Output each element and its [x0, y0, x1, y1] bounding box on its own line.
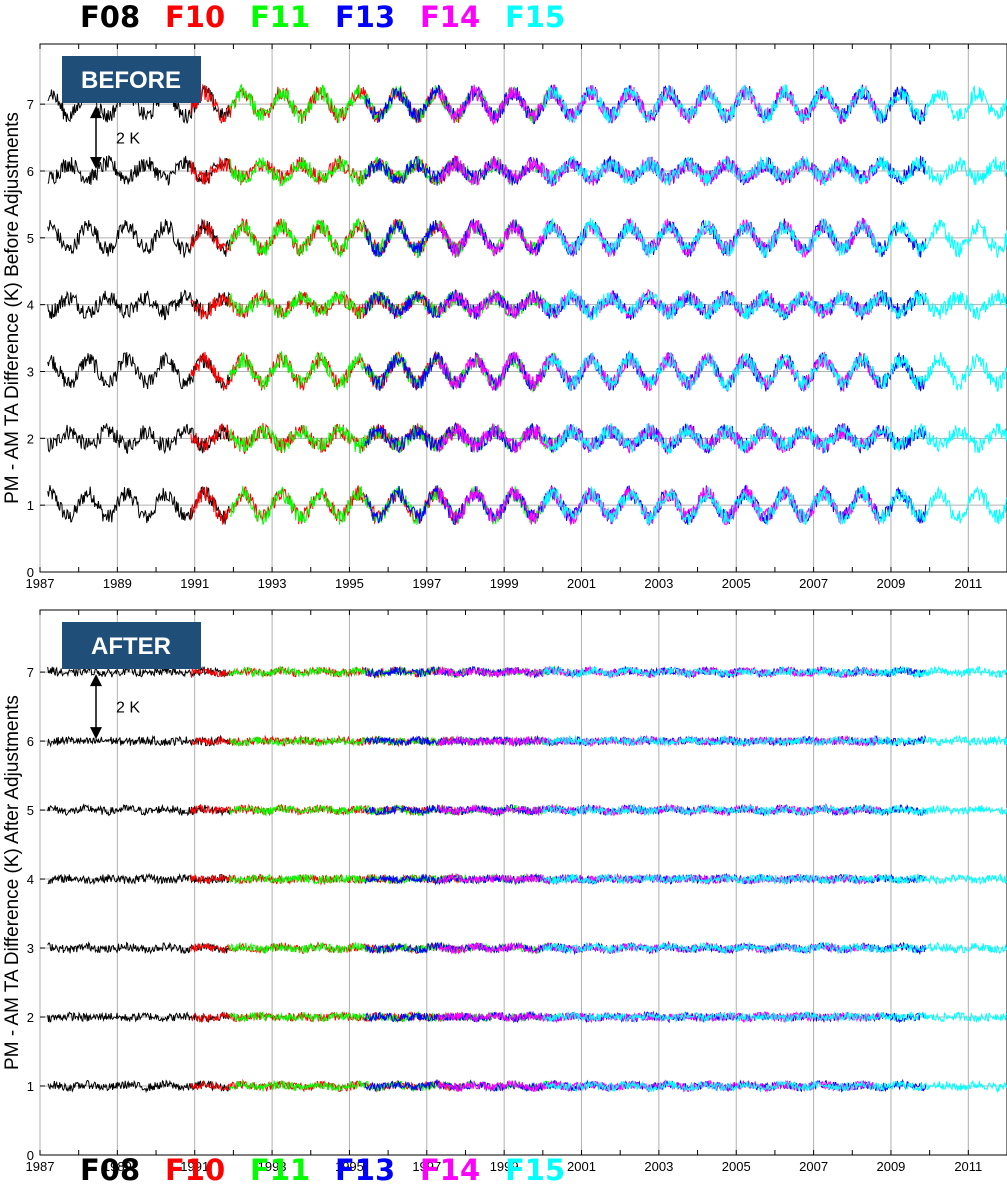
panel-after: 1987 1989 1991 1993 1995 1997 1999 2001 2003 2005… — [2, 610, 1007, 1174]
x-tick-label: 2003 — [644, 1159, 673, 1174]
x-tick-label: 1991 — [180, 576, 209, 591]
y-tick-label: 7 — [27, 97, 34, 112]
x-tick-label: 2003 — [644, 576, 673, 591]
x-tick-label: 2009 — [876, 1159, 905, 1174]
panel-badge-text: AFTER — [91, 633, 171, 660]
x-tick-label: 2007 — [799, 1159, 828, 1174]
x-tick-label: 2005 — [722, 576, 751, 591]
legend-item: F15 — [505, 1153, 590, 1193]
y-tick-label: 5 — [27, 231, 34, 246]
y-tick-label: 7 — [27, 665, 34, 680]
x-tick-label: 2011 — [954, 576, 982, 591]
y-tick-label: 1 — [27, 1079, 34, 1094]
y-tick-label: 3 — [27, 364, 34, 379]
x-tick-label: 2005 — [722, 1159, 751, 1174]
legend-item: F08 — [80, 1153, 165, 1193]
y-tick-label: 6 — [27, 164, 34, 179]
x-tick-label: 2009 — [876, 576, 905, 591]
y-tick-label: 2 — [27, 1010, 34, 1025]
y-tick-label: 3 — [27, 941, 34, 956]
legend-item: F14 — [420, 1153, 505, 1193]
panel-before: 1987 1989 1991 1993 1995 1997 1999 2001 2003 2005… — [2, 44, 1007, 591]
y-tick-label: 5 — [27, 803, 34, 818]
y-axis-label: PM - AM TA Difference (K) Before Adjustm… — [2, 112, 23, 504]
panel-badge-text: BEFORE — [81, 67, 181, 94]
x-tick-label: 1989 — [103, 576, 132, 591]
legend-bottom: F08 F10 F11 F13 F14 F15 — [80, 1153, 590, 1193]
legend-item: F13 — [335, 1153, 420, 1193]
x-tick-label: 1993 — [258, 576, 287, 591]
y-tick-label: 0 — [27, 565, 34, 580]
x-tick-label: 1995 — [335, 576, 364, 591]
y-tick-label: 0 — [27, 1148, 34, 1163]
y-tick-label: 4 — [27, 298, 34, 313]
legend-item: F11 — [250, 1153, 335, 1193]
scale-label: 2 K — [116, 131, 140, 148]
x-tick-label: 1999 — [490, 576, 519, 591]
y-tick-label: 4 — [27, 872, 34, 887]
y-tick-label: 2 — [27, 431, 34, 446]
x-tick-label: 1997 — [412, 576, 441, 591]
y-tick-label: 6 — [27, 734, 34, 749]
x-tick-label: 2011 — [954, 1159, 982, 1174]
scale-label: 2 K — [116, 700, 140, 717]
x-tick-label: 2007 — [799, 576, 828, 591]
y-tick-label: 1 — [27, 498, 34, 513]
y-axis-label: PM - AM TA Difference (K) After Adjustme… — [2, 695, 23, 1070]
legend-item: F10 — [165, 1153, 250, 1193]
x-tick-label: 2001 — [567, 576, 596, 591]
